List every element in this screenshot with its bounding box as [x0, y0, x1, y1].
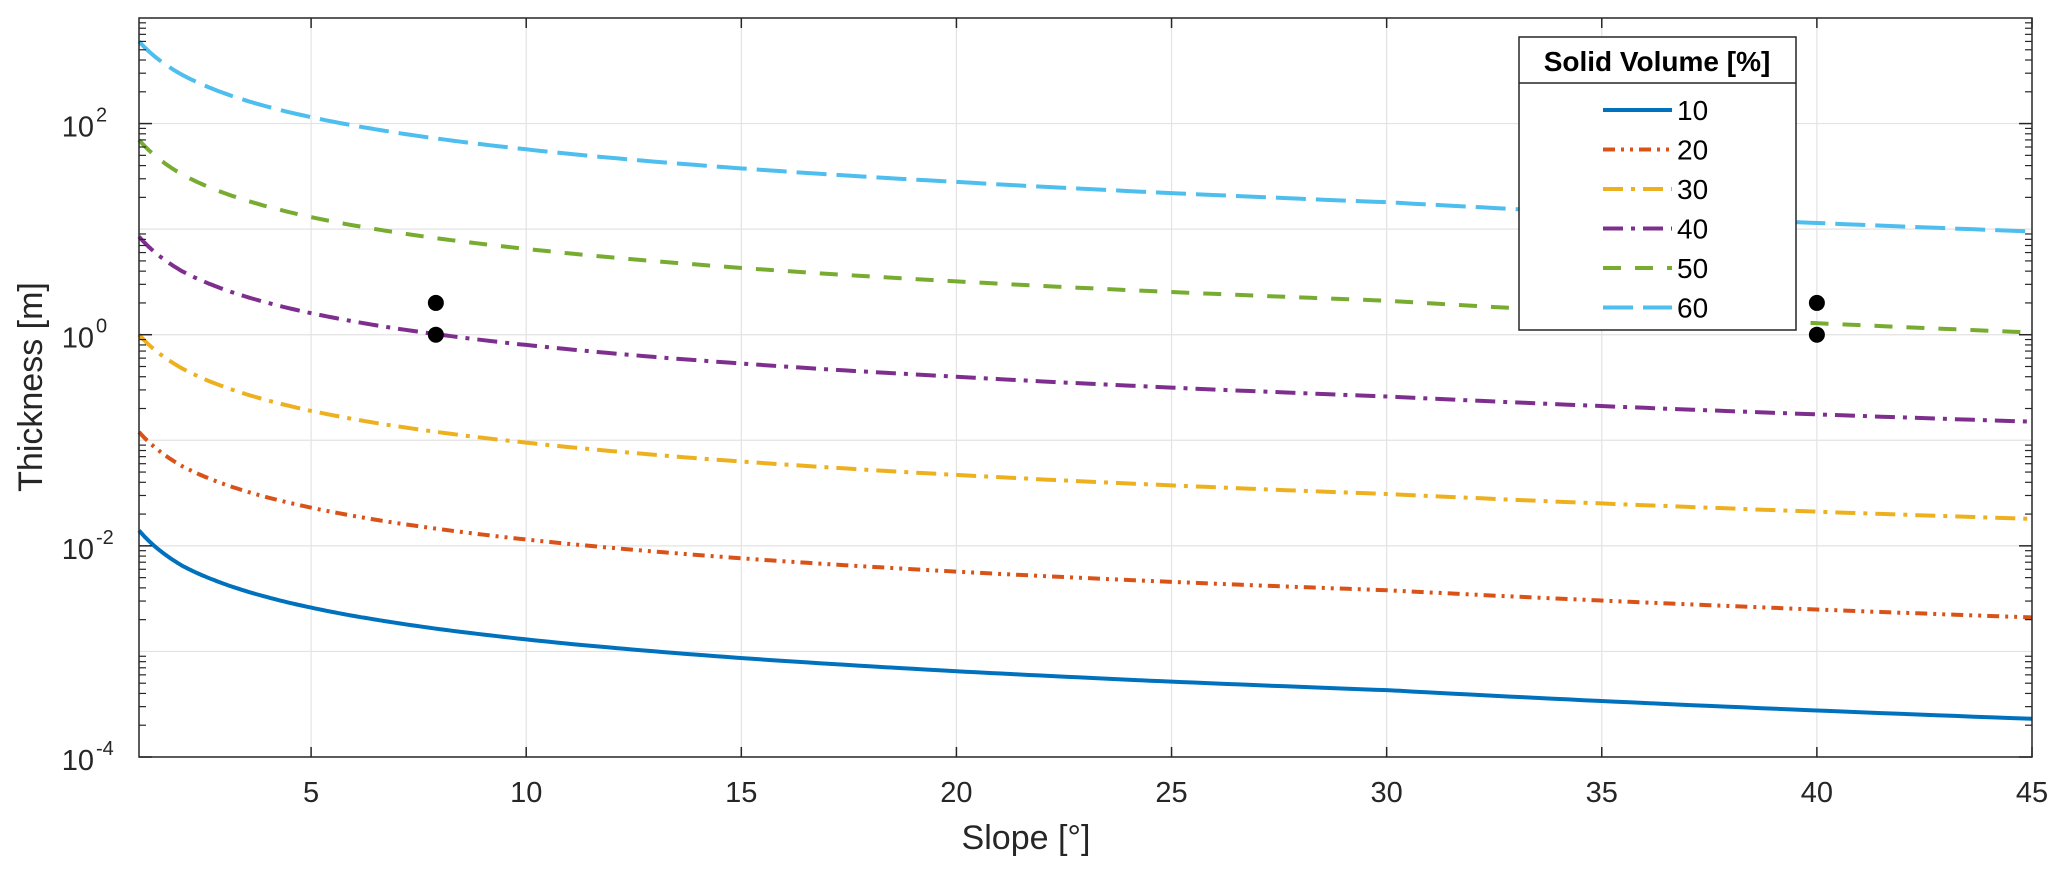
ticks [139, 18, 2033, 758]
legend: Solid Volume [%] 10 20 30 40 50 60 [1518, 36, 1797, 331]
x-tick-label: 25 [1155, 777, 1187, 809]
legend-label-10: 10 [1677, 95, 1708, 126]
legend-label-60: 60 [1677, 293, 1708, 324]
data-marker [1808, 294, 1825, 311]
y-tick-exponent: -4 [96, 738, 114, 760]
grid [139, 18, 2032, 757]
x-tick-label: 40 [1801, 777, 1833, 809]
x-tick-label: 20 [940, 777, 972, 809]
x-tick-label: 15 [725, 777, 757, 809]
legend-label-20: 20 [1677, 135, 1708, 166]
legend-label-50: 50 [1677, 253, 1708, 284]
legend-label-30: 30 [1677, 174, 1708, 205]
series-line-10 [137, 529, 2033, 721]
data-marker [427, 294, 444, 311]
series-line-30 [137, 333, 2033, 521]
y-axis-label: Thickness [m] [12, 282, 50, 492]
y-tick-label: 10 -2 [62, 527, 114, 566]
legend-entries: 10 20 30 40 50 60 [1603, 95, 1708, 324]
y-tick-exponent: 2 [96, 105, 107, 127]
legend-title: Solid Volume [%] [1544, 46, 1771, 77]
y-tick-exponent: -2 [96, 527, 114, 549]
x-tick-label: 5 [303, 777, 319, 809]
series-line-20 [137, 430, 2033, 620]
marker-layer [427, 294, 1825, 343]
x-tick-labels: 5 10 15 20 25 30 35 40 45 [303, 777, 2048, 809]
data-marker [1808, 326, 1825, 343]
legend-box [1518, 36, 1797, 331]
x-tick-label: 10 [510, 777, 542, 809]
y-tick-label: 10 -4 [62, 738, 114, 777]
y-tick-label: 10 0 [62, 316, 107, 355]
series-line-40 [137, 235, 2033, 424]
x-tick-label: 45 [2016, 777, 2048, 809]
legend-label-40: 40 [1677, 214, 1708, 245]
x-tick-label: 30 [1371, 777, 1403, 809]
x-axis-label: Slope [°] [962, 819, 1091, 857]
y-tick-label: 10 2 [62, 105, 107, 144]
x-tick-label: 35 [1586, 777, 1618, 809]
plot-frame [138, 17, 2033, 758]
series-line-60 [137, 40, 2033, 234]
data-marker [427, 326, 444, 343]
y-tick-exponent: 0 [96, 316, 107, 338]
series-layer [137, 40, 2033, 721]
